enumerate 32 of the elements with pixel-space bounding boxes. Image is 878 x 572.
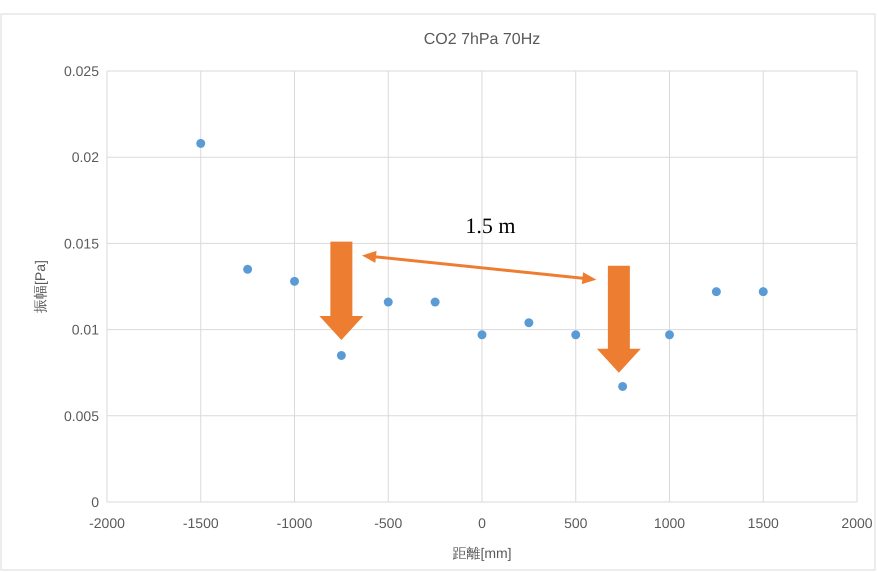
y-tick-label: 0.025 xyxy=(64,63,100,79)
x-tick-label: 1000 xyxy=(654,515,686,531)
point xyxy=(196,138,206,148)
y-tick-label: 0.005 xyxy=(64,408,100,424)
point xyxy=(571,330,580,340)
chart-title: CO2 7hPa 70Hz xyxy=(424,31,540,48)
point xyxy=(478,330,486,340)
x-axis-title: 距離[mm] xyxy=(452,545,512,561)
x-tick-label: -1000 xyxy=(276,515,313,531)
x-tick-label: 0 xyxy=(478,515,486,531)
x-tick-label: 2000 xyxy=(841,515,873,531)
annotation: 1.5 m xyxy=(465,213,516,238)
y-tick-label: 0.015 xyxy=(64,235,100,252)
point xyxy=(758,287,768,296)
point xyxy=(618,382,628,391)
point xyxy=(384,298,393,307)
y-tick-label: 0.02 xyxy=(72,149,100,166)
point xyxy=(524,318,534,328)
y-tick-label: 0 xyxy=(91,494,100,510)
point xyxy=(430,298,440,307)
point xyxy=(336,350,346,360)
point xyxy=(290,276,299,286)
y-tick-label: 0.01 xyxy=(72,322,100,338)
y-axis-title: 振幅[Pa] xyxy=(32,260,48,313)
x-tick-label: -500 xyxy=(374,515,402,531)
x-tick-label: -2000 xyxy=(89,515,126,531)
point xyxy=(665,330,674,340)
x-tick-label: 500 xyxy=(564,515,588,531)
point xyxy=(243,264,252,274)
x-tick-label: -1500 xyxy=(182,515,219,531)
point xyxy=(712,287,721,296)
x-tick-label: 1500 xyxy=(748,515,780,531)
